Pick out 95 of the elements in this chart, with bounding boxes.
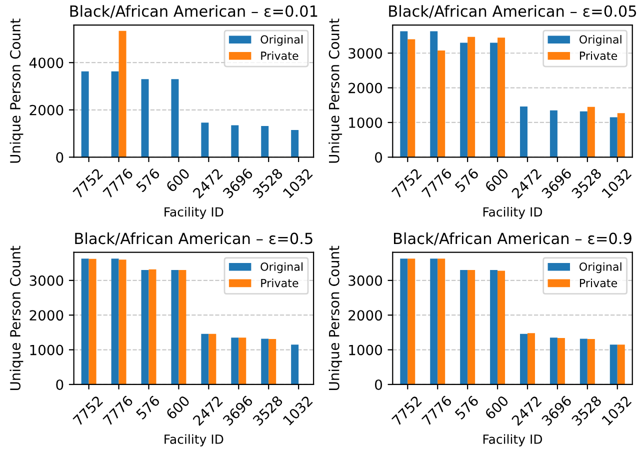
y-tick-label: 2000 [30, 104, 64, 116]
y-axis-title: Unique Person Count [328, 18, 342, 163]
y-tick-label: 3000 [348, 275, 382, 286]
legend-label: Private [261, 278, 298, 288]
x-axis-title: Facility ID [483, 434, 542, 446]
legend-label: Original [260, 262, 303, 274]
bar [178, 270, 186, 384]
legend-label: Private [580, 278, 618, 288]
bar [400, 258, 408, 384]
bar [490, 42, 498, 158]
bar [111, 258, 119, 384]
bar [460, 42, 468, 158]
bar [460, 270, 468, 384]
x-tick-label: 576 [136, 168, 160, 192]
legend-label: Original [580, 35, 622, 46]
bar [580, 111, 588, 158]
legend-label: Original [260, 35, 303, 46]
bar [557, 338, 565, 384]
bar [438, 258, 446, 384]
y-tick-label: 2000 [348, 310, 382, 321]
bar [231, 338, 239, 384]
bar [520, 334, 528, 384]
x-axis-title: Facility ID [164, 206, 224, 220]
x-tick-label: 600 [165, 395, 190, 420]
x-axis-title: Facility ID [483, 206, 542, 220]
legend-label: Private [261, 51, 298, 60]
x-tick-label: 600 [484, 395, 510, 420]
bar [430, 31, 438, 158]
chart-title: Black/African American – ε=0.05 [389, 5, 636, 18]
bar [231, 125, 239, 158]
bar [550, 110, 558, 158]
bar [610, 117, 618, 158]
x-tick-label: 600 [165, 168, 190, 193]
bar [291, 344, 299, 384]
y-tick-label: 1000 [349, 344, 382, 356]
bar [617, 344, 625, 384]
y-axis-title: Unique Person Count [10, 18, 24, 163]
bar [268, 339, 276, 384]
bar [88, 258, 96, 384]
bar [408, 39, 416, 158]
bar [438, 50, 446, 158]
bar [141, 270, 149, 384]
bar [118, 30, 126, 158]
chart-title: Black/African American – ε=0.5 [75, 232, 312, 246]
bar [148, 269, 156, 384]
y-tick-label: 0 [375, 152, 382, 163]
y-tick-label: 0 [56, 379, 64, 390]
bar [141, 79, 149, 158]
y-tick-label: 3000 [348, 48, 382, 59]
bar [118, 260, 126, 384]
legend-label: Private [580, 51, 618, 60]
bar [587, 339, 595, 384]
bar [468, 270, 476, 384]
bar [171, 270, 179, 384]
y-tick-label: 2000 [348, 82, 382, 94]
chart-title: Black/African American – ε=0.01 [70, 5, 318, 18]
bar [520, 106, 528, 158]
y-tick-label: 1000 [349, 117, 382, 128]
y-tick-label: 2000 [30, 310, 64, 321]
bar [238, 338, 246, 384]
bar [430, 258, 438, 384]
bar [261, 338, 269, 384]
x-tick-label: 600 [484, 168, 510, 193]
x-axis-title: Facility ID [164, 434, 224, 446]
y-tick-label: 3000 [30, 275, 64, 286]
bar [111, 71, 119, 158]
bar [550, 338, 558, 384]
y-tick-label: 0 [56, 152, 64, 163]
bar [617, 113, 625, 158]
bar [81, 258, 89, 384]
x-tick-label: 576 [454, 168, 480, 192]
bar [587, 106, 595, 158]
y-tick-label: 1000 [30, 344, 64, 356]
y-tick-label: 0 [375, 379, 382, 390]
bar [490, 270, 498, 384]
bar [580, 338, 588, 384]
bar [400, 31, 408, 158]
bar [171, 79, 179, 158]
legend-label: Original [580, 262, 622, 274]
y-axis-title: Unique Person Count [10, 246, 24, 390]
y-tick-label: 4000 [29, 58, 64, 68]
bar [201, 122, 209, 158]
bar [498, 38, 506, 158]
bar [527, 333, 535, 384]
chart-title: Black/African American – ε=0.9 [394, 232, 632, 246]
bar [201, 334, 209, 384]
bar [261, 126, 269, 158]
y-axis-title: Unique Person Count [328, 246, 342, 390]
bar [81, 71, 89, 158]
bar [498, 270, 506, 384]
bar [208, 334, 216, 384]
bar [291, 130, 299, 158]
bar [468, 36, 476, 158]
bar [610, 344, 618, 384]
bar [408, 258, 416, 384]
